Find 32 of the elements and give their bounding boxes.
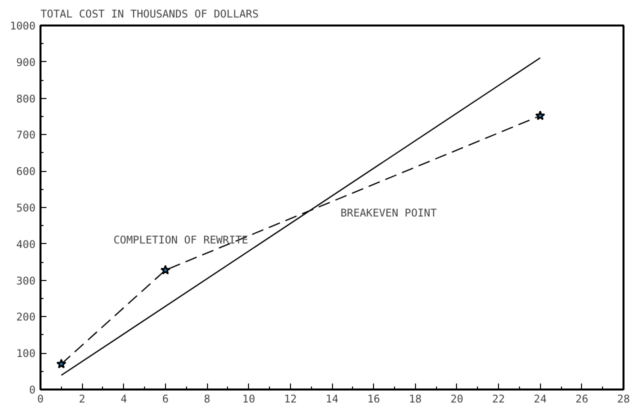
x-tick-label: 22: [492, 392, 505, 406]
y-tick-label: 600: [16, 165, 36, 178]
y-tick-label: 100: [16, 347, 36, 360]
x-tick-label: 26: [575, 392, 588, 406]
y-tick-label: 700: [16, 128, 36, 142]
x-tick-label: 18: [408, 392, 422, 406]
point: [160, 264, 170, 274]
x-tick-label: 14: [326, 392, 338, 406]
x-tick-label: 28: [617, 392, 630, 406]
y-tick-label: 400: [16, 238, 36, 251]
x-tick-label: 10: [242, 392, 256, 406]
x-tick-label: 24: [534, 392, 547, 406]
point: [56, 358, 66, 368]
point: [535, 110, 546, 120]
annotation: BREAKEVEN POINT: [340, 206, 438, 220]
y-tick-label: 200: [16, 310, 36, 324]
x-tick-label: 20: [450, 392, 464, 406]
y-tick-label: 0: [29, 384, 36, 396]
y-tick-label: 500: [16, 202, 36, 214]
x-tick-label: 12: [284, 392, 297, 406]
x-tick-label: 4: [120, 392, 127, 406]
y-tick-label: 900: [16, 56, 36, 69]
annotation: COMPLETION OF REWRITE: [114, 234, 248, 246]
x-tick-label: 8: [204, 392, 210, 406]
x-tick-label: 6: [162, 392, 169, 406]
x-tick-label: 16: [367, 392, 380, 406]
y-tick-label: 300: [16, 274, 36, 288]
y-axis-title: TOTAL COST IN THOUSANDS OF DOLLARS: [40, 8, 259, 20]
y-tick-label: 800: [16, 92, 36, 106]
x-tick-label: 0: [37, 392, 44, 406]
y-tick-label: 1000: [10, 20, 36, 32]
x-tick-label: 2: [78, 392, 86, 406]
